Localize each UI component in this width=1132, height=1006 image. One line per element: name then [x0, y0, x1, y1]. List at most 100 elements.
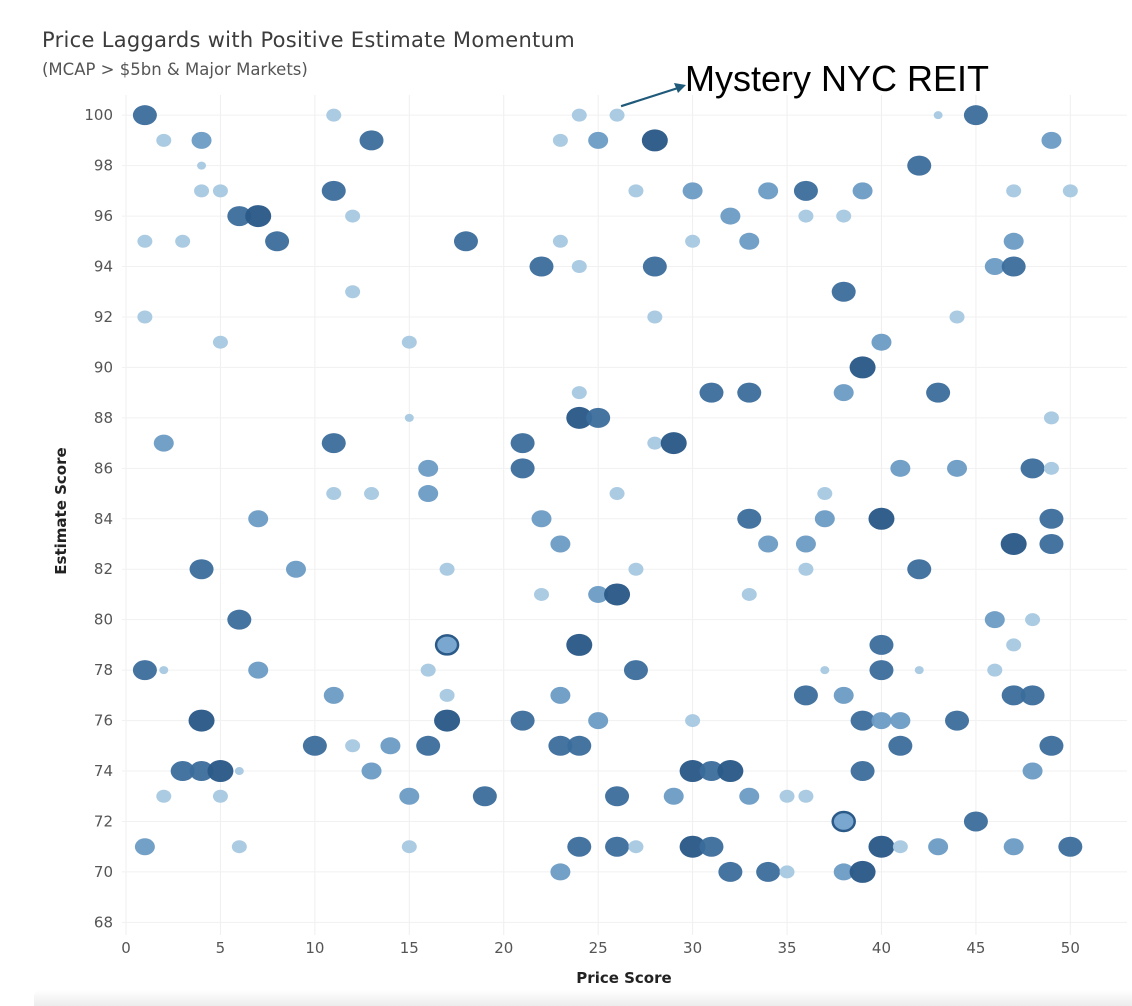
data-point	[1006, 638, 1022, 652]
data-point	[588, 712, 609, 730]
data-point	[326, 108, 342, 122]
data-point	[189, 559, 214, 580]
y-tick-label: 74	[94, 762, 113, 780]
y-axis-title: Estimate Score	[52, 447, 70, 574]
data-point	[212, 184, 228, 198]
data-point	[1022, 762, 1043, 780]
data-point	[321, 433, 346, 454]
data-point	[737, 508, 762, 529]
data-point	[869, 660, 894, 681]
data-point	[1039, 735, 1064, 756]
data-point	[1003, 232, 1024, 250]
data-point	[963, 105, 988, 126]
data-point	[1020, 458, 1045, 479]
data-point	[191, 131, 212, 149]
data-point	[717, 760, 744, 783]
data-point	[245, 205, 272, 228]
data-point	[699, 382, 724, 403]
data-point	[833, 384, 854, 402]
data-point	[814, 510, 835, 528]
y-tick-label: 94	[94, 258, 113, 276]
data-point	[623, 660, 648, 681]
data-point	[739, 232, 760, 250]
data-point	[156, 133, 172, 147]
data-point	[1062, 184, 1078, 198]
data-point	[234, 767, 244, 776]
data-point	[302, 735, 327, 756]
y-tick-label: 80	[94, 611, 113, 629]
data-point	[188, 709, 215, 732]
data-point	[472, 786, 497, 807]
data-point	[418, 485, 439, 503]
annotation-layer	[620, 83, 686, 108]
data-point	[779, 865, 795, 879]
data-point	[647, 310, 663, 324]
data-point	[1001, 256, 1026, 277]
data-point	[197, 161, 207, 170]
data-point	[248, 510, 269, 528]
data-point	[510, 710, 535, 731]
data-point	[720, 207, 741, 225]
data-point	[718, 861, 743, 882]
y-tick-label: 98	[94, 157, 113, 175]
data-point	[1039, 534, 1064, 555]
x-tick-label: 35	[777, 939, 796, 957]
data-point	[798, 562, 814, 576]
data-point	[604, 583, 631, 606]
data-point	[534, 587, 550, 601]
data-point	[926, 382, 951, 403]
y-tick-label: 76	[94, 712, 113, 730]
y-tick-label: 90	[94, 358, 113, 376]
data-point	[321, 180, 346, 201]
data-point	[434, 709, 461, 732]
data-point	[227, 609, 252, 630]
data-point	[566, 406, 593, 429]
data-point	[531, 510, 552, 528]
x-tick-label: 10	[305, 939, 324, 957]
data-point	[739, 787, 760, 805]
data-point	[134, 838, 155, 856]
x-axis-title: Price Score	[576, 969, 671, 987]
data-point	[641, 129, 668, 152]
data-point	[586, 407, 611, 428]
data-point	[248, 661, 269, 679]
y-tick-label: 82	[94, 560, 113, 578]
data-point	[1043, 411, 1059, 425]
data-point	[231, 840, 247, 854]
data-point	[888, 735, 913, 756]
data-point	[137, 310, 153, 324]
data-point	[699, 836, 724, 857]
data-point	[836, 209, 852, 223]
y-tick-label: 70	[94, 863, 113, 881]
data-point	[434, 634, 460, 656]
data-point	[831, 281, 856, 302]
data-point	[1025, 613, 1041, 627]
data-point	[849, 860, 876, 883]
data-point	[798, 789, 814, 803]
data-point	[628, 184, 644, 198]
data-point	[685, 234, 701, 248]
data-point	[868, 507, 895, 530]
data-point	[605, 786, 630, 807]
x-tick-label: 25	[589, 939, 608, 957]
data-point	[949, 310, 965, 324]
data-point	[550, 535, 571, 553]
data-point	[323, 686, 344, 704]
data-point	[156, 789, 172, 803]
data-point	[758, 182, 779, 200]
x-tick-label: 30	[683, 939, 702, 957]
data-point	[550, 686, 571, 704]
data-point	[207, 760, 234, 783]
x-tick-label: 40	[872, 939, 891, 957]
data-point	[987, 663, 1003, 677]
chart-subtitle: (MCAP > $5bn & Major Markets)	[42, 60, 308, 79]
data-point	[361, 762, 382, 780]
y-tick-label: 72	[94, 812, 113, 830]
bottom-shade	[34, 990, 1132, 1006]
data-point	[984, 258, 1005, 276]
data-point	[660, 432, 687, 455]
data-point	[663, 787, 684, 805]
y-tick-label: 100	[84, 106, 113, 124]
x-tick-label: 20	[494, 939, 513, 957]
data-point	[345, 739, 361, 753]
